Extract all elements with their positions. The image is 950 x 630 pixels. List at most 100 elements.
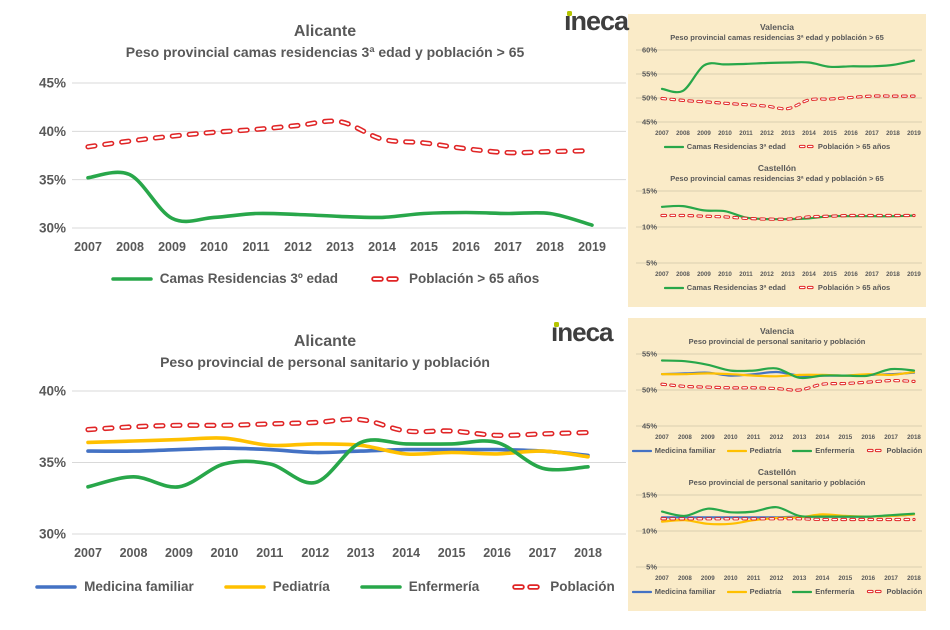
legend-item: Población — [509, 579, 615, 594]
x-tick-label: 2011 — [739, 271, 753, 278]
x-tick-label: 2018 — [574, 546, 602, 560]
chart-legend: Medicina familiar Pediatría Enfermería Pobl… — [18, 579, 632, 594]
legend-item: Enfermería — [792, 446, 854, 455]
x-tick-label: 2016 — [844, 271, 858, 278]
legend-item: Enfermería — [360, 579, 479, 594]
x-tick-label: 2012 — [301, 546, 329, 560]
line-plot: 45% 40% 35% 30% 2007 2008 2009 2010 2011 2012 2013… — [18, 73, 632, 261]
chart-subtitle: Peso provincial camas residencias 3ª eda… — [125, 44, 525, 60]
chart-title: Alicante — [293, 23, 357, 40]
legend-item: Pediatría — [726, 446, 782, 455]
x-tick-label: 2011 — [747, 434, 761, 441]
legend-item: Población > 65 años — [797, 142, 890, 151]
x-tick-label: 2012 — [760, 130, 774, 137]
legend-item: Camas Residencias 3ª edad — [663, 142, 786, 151]
series-line-dashed-core — [86, 418, 590, 437]
legend-marker-dashed — [867, 589, 883, 594]
x-tick-label: 2015 — [838, 575, 852, 582]
x-tick-label: 2016 — [861, 575, 875, 582]
y-tick-label: 50% — [642, 94, 657, 103]
legend-label: Pediatría — [749, 446, 782, 455]
x-tick-label: 2007 — [655, 130, 669, 137]
x-tick-label: 2009 — [165, 546, 193, 560]
y-tick-label: 55% — [642, 350, 657, 359]
x-tick-label: 2018 — [536, 240, 564, 254]
y-tick-label: 15% — [642, 491, 657, 500]
x-tick-label: 2013 — [326, 240, 354, 254]
series-line — [660, 359, 916, 380]
x-tick-label: 2014 — [368, 240, 396, 254]
legend-label: Enfermería — [815, 587, 855, 596]
legend-marker-solid — [792, 590, 813, 593]
legend-marker-solid — [663, 286, 684, 289]
x-tick-label: 2014 — [802, 130, 816, 137]
legend-label: Camas Residencias 3ª edad — [686, 283, 786, 292]
chart-title: Valencia — [759, 22, 795, 32]
y-tick-label: 5% — [646, 259, 657, 268]
x-tick-label: 2013 — [781, 130, 795, 137]
legend-marker-solid — [663, 145, 684, 148]
x-tick-label: 2007 — [655, 271, 669, 278]
y-tick-label: 10% — [642, 223, 657, 232]
chart-legend: Medicina familiar Pediatría Enfermería Pobl… — [630, 587, 924, 596]
legend-label: Camas Residencias 3ª edad — [686, 142, 786, 151]
x-tick-label: 2007 — [74, 240, 102, 254]
series-line — [86, 446, 590, 458]
x-tick-label: 2010 — [724, 575, 738, 582]
x-tick-label: 2008 — [678, 434, 692, 441]
x-tick-label: 2007 — [655, 434, 669, 441]
chart-title: Alicante — [293, 333, 357, 350]
series-line-dashed-core — [661, 214, 915, 220]
chart-legend: Medicina familiar Pediatría Enfermería Pobl… — [630, 446, 924, 455]
x-tick-label: 2017 — [865, 130, 879, 137]
x-tick-label: 2010 — [718, 271, 732, 278]
line-chart-svg: 15% 10% 5% 2007 2008 2009 2010 2011 2012 2013 2014… — [636, 187, 922, 278]
x-tick-label: 2011 — [747, 575, 761, 582]
x-tick-label: 2015 — [410, 240, 438, 254]
y-tick-label: 40% — [39, 384, 66, 399]
side-panel-camas: Valencia Peso provincial camas residenci… — [628, 14, 926, 307]
x-tick-label: 2010 — [718, 130, 732, 137]
line-chart-svg: 15% 10% 5% 2007 2008 2009 2010 2011 2012 2013 2014… — [636, 491, 922, 582]
x-tick-label: 2016 — [483, 546, 511, 560]
legend-item: Población — [865, 587, 922, 596]
logo-text: ıneca — [564, 6, 629, 36]
series-line — [86, 170, 594, 227]
line-plot: 60% 55% 50% 45% 2007 2008 2009 2010 2011 2012 2013… — [630, 43, 924, 141]
x-tick-label: 2012 — [284, 240, 312, 254]
y-tick-label: 35% — [39, 455, 66, 470]
y-tick-label: 15% — [642, 187, 657, 196]
x-tick-label: 2017 — [884, 575, 898, 582]
x-tick-label: 2010 — [210, 546, 238, 560]
legend-item: Camas Residencias 3ª edad — [663, 283, 786, 292]
legend-item: Pediatría — [223, 579, 330, 594]
logo-i-dot — [567, 11, 572, 16]
y-tick-label: 50% — [642, 386, 657, 395]
legend-marker-solid — [111, 276, 153, 281]
y-tick-label: 30% — [39, 527, 66, 542]
x-tick-label: 2008 — [120, 546, 148, 560]
legend-item: Medicina familiar — [631, 446, 716, 455]
series-line-dashed-core — [86, 120, 594, 154]
series-line-dashed — [660, 378, 916, 392]
x-tick-label: 2015 — [438, 546, 466, 560]
chart-title: Valencia — [759, 326, 795, 336]
logo-text: ıneca — [551, 317, 613, 347]
legend-marker-dashed — [512, 583, 541, 590]
chart-legend: Camas Residencias 3º edad Población > 65 … — [18, 271, 632, 286]
y-tick-label: 60% — [642, 46, 657, 55]
x-tick-label: 2009 — [701, 434, 715, 441]
legend-label: Población > 65 años — [817, 283, 891, 292]
legend-marker-solid — [631, 449, 652, 452]
line-plot: 55% 50% 45% 2007 2008 2009 2010 2011 2012 2013 201… — [630, 347, 924, 445]
x-tick-label: 2007 — [74, 546, 102, 560]
x-tick-label: 2011 — [256, 546, 283, 560]
legend-label: Medicina familiar — [654, 587, 716, 596]
x-tick-label: 2017 — [865, 271, 879, 278]
y-tick-label: 55% — [642, 70, 657, 79]
legend-marker-dashed — [867, 448, 883, 453]
legend-item: Pediatría — [726, 587, 781, 596]
legend-marker-dashed — [798, 285, 814, 290]
chart-legend: Camas Residencias 3ª edad Población > 65 … — [630, 142, 924, 151]
legend-label: Camas Residencias 3º edad — [159, 271, 339, 286]
